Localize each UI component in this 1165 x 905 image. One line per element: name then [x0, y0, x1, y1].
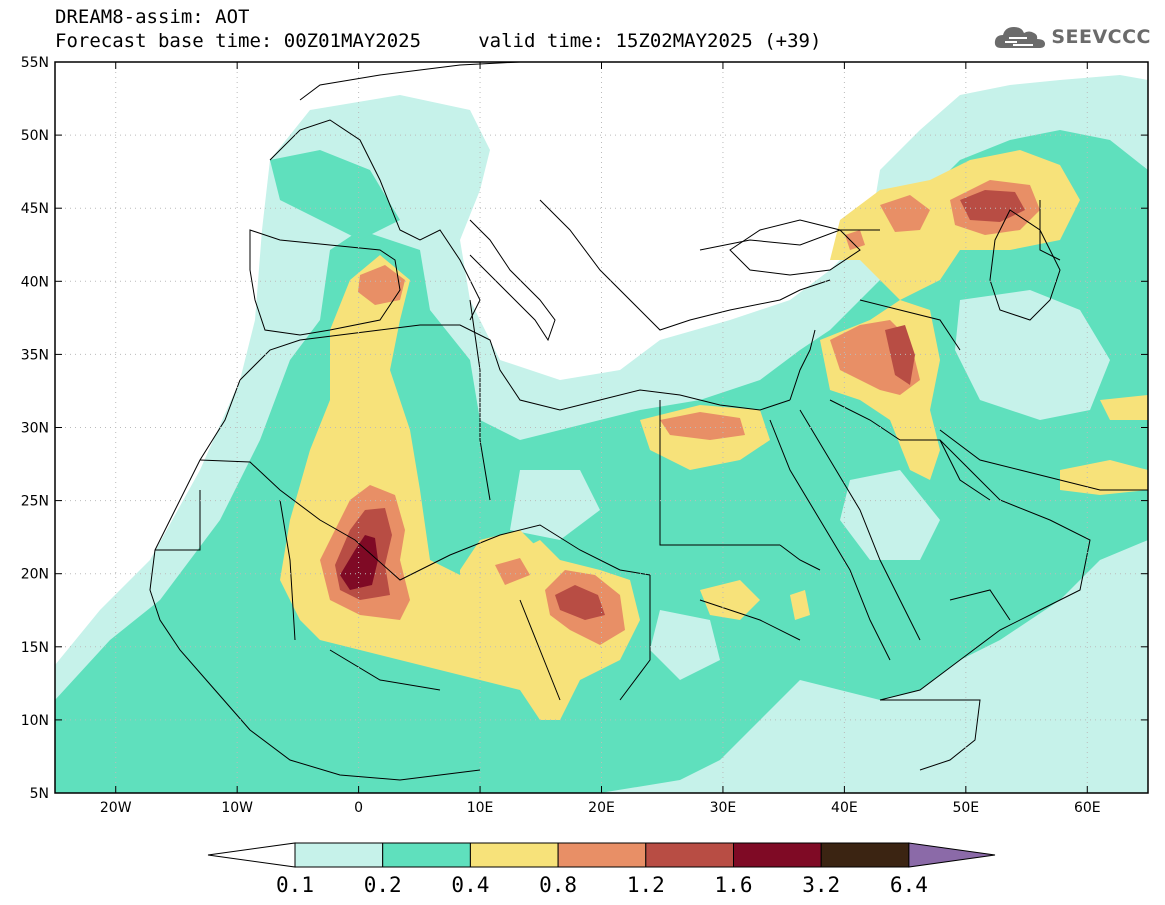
- colorbar-level-label: 3.2: [802, 873, 840, 897]
- colorbar-level-label: 0.1: [276, 873, 314, 897]
- forecast-times: Forecast base time: 00Z01MAY2025 valid t…: [55, 30, 822, 52]
- axis-ticks: [55, 61, 1148, 794]
- colorbar-level-label: 1.2: [627, 873, 665, 897]
- lat-label: 45N: [21, 201, 49, 217]
- lat-label: 25N: [21, 494, 49, 510]
- lon-label: 0: [354, 800, 363, 816]
- lon-label: 30E: [710, 800, 737, 816]
- lat-label: 50N: [21, 128, 49, 144]
- logo-text: SEEVCCC: [1051, 26, 1151, 48]
- latitude-labels: 55N 50N 45N 40N 35N 30N 25N 20N 15N 10N 5N: [21, 55, 49, 802]
- colorbar-bin: [820, 842, 910, 868]
- lon-label: 10W: [221, 800, 253, 816]
- lon-label: 60E: [1074, 800, 1101, 816]
- lat-label: 30N: [21, 421, 49, 437]
- colorbar-bin: [469, 842, 559, 868]
- longitude-labels: 20W 10W 0 10E 20E 30E 40E 50E 60E: [100, 800, 1101, 816]
- lon-label: 10E: [467, 800, 494, 816]
- colorbar-level-label: 1.6: [715, 873, 753, 897]
- colorbar-bin: [294, 842, 384, 868]
- seevccc-logo: SEEVCCC: [993, 22, 1151, 52]
- lat-label: 55N: [21, 55, 49, 71]
- lat-label: 10N: [21, 713, 49, 729]
- cloud-icon: [995, 27, 1046, 48]
- lat-label: 40N: [21, 274, 49, 290]
- colorbar-bin: [557, 842, 647, 868]
- aot-field: [55, 75, 1148, 793]
- lon-label: 20E: [588, 800, 615, 816]
- lat-label: 15N: [21, 640, 49, 656]
- lon-label: 20W: [100, 800, 132, 816]
- colorbar-high-arrow: [908, 842, 996, 868]
- colorbar-level-label: 0.2: [364, 873, 402, 897]
- colorbar-level-label: 6.4: [890, 873, 928, 897]
- lat-label: 5N: [30, 786, 49, 802]
- grid-lines: [55, 62, 1148, 793]
- colorbar-level-label: 0.8: [539, 873, 577, 897]
- colorbar-bin: [645, 842, 734, 868]
- lat-label: 20N: [21, 567, 49, 583]
- colorbar: 0.1 0.2 0.4 0.8 1.2 1.6 3.2 6.4: [207, 842, 996, 897]
- lon-label: 40E: [831, 800, 858, 816]
- colorbar-level-label: 0.4: [451, 873, 489, 897]
- map-title: DREAM8-assim: AOT: [55, 6, 250, 28]
- lat-label: 35N: [21, 347, 49, 363]
- colorbar-bin: [382, 842, 471, 868]
- colorbar-low-arrow: [207, 842, 296, 868]
- coastlines: [149, 62, 1148, 781]
- lon-label: 50E: [952, 800, 979, 816]
- colorbar-bin: [733, 842, 822, 868]
